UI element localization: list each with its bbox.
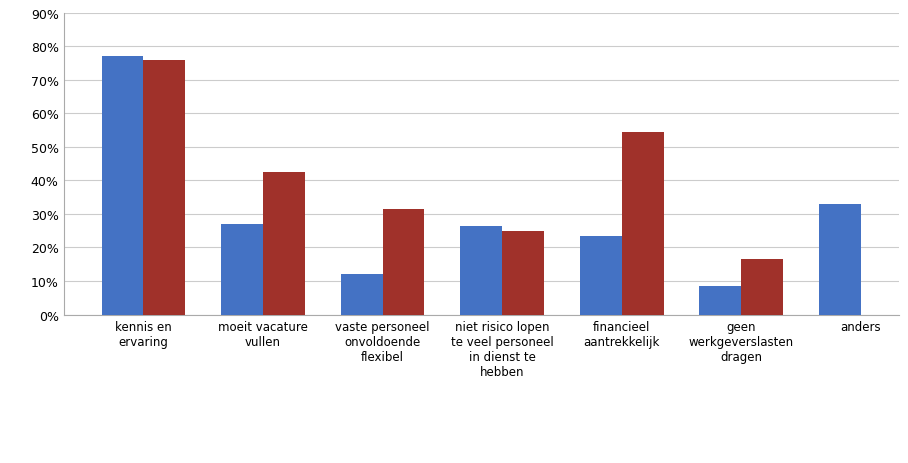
Bar xyxy=(222,225,263,315)
Bar xyxy=(741,260,784,315)
Bar xyxy=(819,205,861,315)
Bar xyxy=(143,61,185,315)
Bar xyxy=(102,57,143,315)
Bar xyxy=(460,226,502,315)
Bar xyxy=(263,173,305,315)
Bar xyxy=(622,132,664,315)
Bar xyxy=(699,287,741,315)
Bar xyxy=(580,236,622,315)
Bar xyxy=(502,232,544,315)
Bar xyxy=(382,209,424,315)
Bar xyxy=(340,275,382,315)
